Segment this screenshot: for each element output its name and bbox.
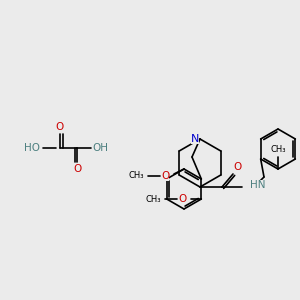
Text: CH₃: CH₃ [128, 172, 144, 181]
Text: O: O [73, 164, 81, 174]
Text: HN: HN [250, 180, 266, 190]
Text: CH₃: CH₃ [270, 146, 286, 154]
Text: OH: OH [92, 143, 108, 153]
Text: O: O [56, 122, 64, 132]
Text: O: O [178, 194, 186, 204]
Text: HO: HO [24, 143, 40, 153]
Text: O: O [161, 171, 169, 181]
Text: N: N [191, 134, 199, 144]
Text: O: O [234, 162, 242, 172]
Text: CH₃: CH₃ [146, 194, 161, 203]
